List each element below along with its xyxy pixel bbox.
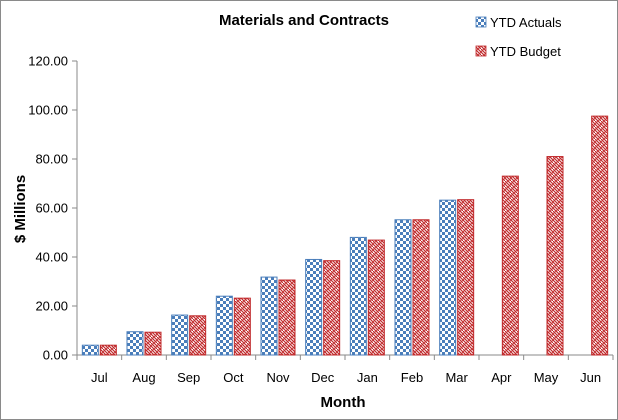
- x-tick-label-oct: Oct: [223, 370, 244, 385]
- bar-budget-jan: [367, 239, 385, 356]
- y-tick-label: 100.00: [28, 103, 68, 118]
- y-tick-label: 60.00: [35, 201, 68, 216]
- legend-swatch-actuals: [475, 16, 487, 28]
- bar-budget-oct: [233, 297, 251, 356]
- bar-actuals-dec: [305, 258, 323, 356]
- x-tick-label-apr: Apr: [491, 370, 512, 385]
- bar-budget-may: [546, 156, 564, 356]
- x-tick-label-jan: Jan: [357, 370, 378, 385]
- x-tick-label-mar: Mar: [445, 370, 468, 385]
- y-ticks: 0.00 20.00 40.00 60.00 80.00 100.00 120.00: [28, 54, 77, 363]
- bar-budget-dec: [323, 260, 341, 356]
- bar-actuals-aug: [126, 331, 144, 356]
- x-tick-label-may: May: [534, 370, 559, 385]
- bar-actuals-mar: [439, 199, 457, 356]
- bar-actuals-sep: [171, 314, 189, 356]
- bar-budget-mar: [457, 199, 475, 356]
- chart-title: Materials and Contracts: [219, 12, 389, 29]
- y-axis-title: $ Millions: [12, 175, 29, 243]
- axes: [76, 61, 613, 356]
- legend-label-actuals: YTD Actuals: [490, 15, 562, 30]
- bar-budget-jun: [591, 115, 609, 356]
- legend-label-budget: YTD Budget: [490, 44, 561, 59]
- bar-budget-aug: [144, 331, 162, 356]
- bar-actuals-nov: [260, 276, 278, 356]
- y-tick-label: 40.00: [35, 250, 68, 265]
- y-tick-label: 120.00: [28, 54, 68, 69]
- bar-actuals-oct: [215, 295, 233, 356]
- x-tick-label-sep: Sep: [177, 370, 200, 385]
- legend: YTD Actuals YTD Budget: [475, 15, 562, 59]
- bar-budget-nov: [278, 279, 296, 356]
- bar-actuals-jan: [349, 236, 367, 356]
- bar-actuals-feb: [394, 219, 412, 356]
- x-tick-label-feb: Feb: [401, 370, 423, 385]
- bar-budget-apr: [501, 175, 519, 356]
- x-tick-label-aug: Aug: [132, 370, 155, 385]
- x-tick-label-dec: Dec: [311, 370, 335, 385]
- bar-budget-jul: [99, 344, 117, 356]
- x-ticks: Jul Aug Sep Oct Nov Dec Jan Feb Mar Apr May Jun: [76, 355, 614, 385]
- x-tick-label-jul: Jul: [91, 370, 108, 385]
- y-tick-label: 0.00: [43, 348, 68, 363]
- bar-budget-feb: [412, 219, 430, 356]
- y-tick-label: 80.00: [35, 152, 68, 167]
- y-tick-label: 20.00: [35, 299, 68, 314]
- bar-actuals-jul: [81, 344, 99, 356]
- bars: [81, 115, 609, 356]
- x-axis-title: Month: [321, 394, 366, 411]
- bar-budget-sep: [189, 315, 207, 356]
- legend-swatch-budget: [475, 45, 487, 57]
- x-tick-label-jun: Jun: [580, 370, 601, 385]
- x-tick-label-nov: Nov: [266, 370, 290, 385]
